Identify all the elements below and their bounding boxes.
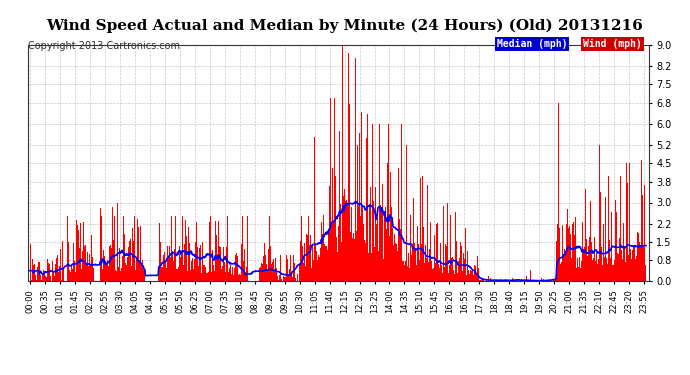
Text: Median (mph): Median (mph) (497, 39, 567, 50)
Text: Wind (mph): Wind (mph) (583, 39, 642, 50)
Text: Copyright 2013 Cartronics.com: Copyright 2013 Cartronics.com (28, 41, 179, 51)
Text: Wind Speed Actual and Median by Minute (24 Hours) (Old) 20131216: Wind Speed Actual and Median by Minute (… (47, 19, 643, 33)
